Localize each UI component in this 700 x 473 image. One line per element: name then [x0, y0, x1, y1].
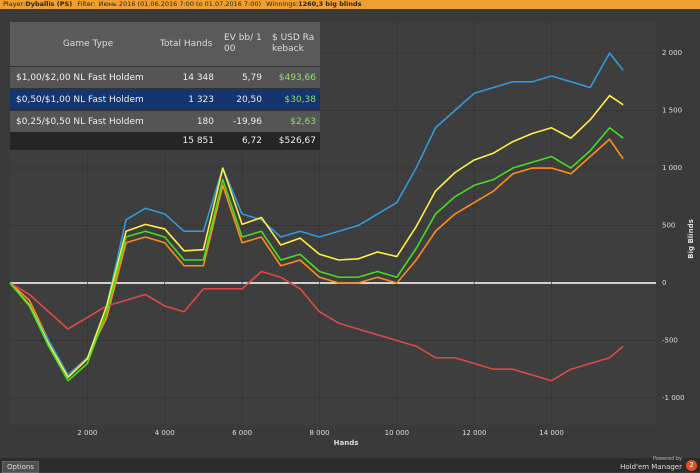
summary-table: Game Type Total Hands EV bb/ 100 $ USD R… — [10, 22, 320, 150]
product: Hold'em Manager — [620, 463, 682, 471]
table-row[interactable]: $1,00/$2,00 NL Fast Holdem 14 348 5,79 $… — [10, 66, 320, 88]
y-tick-label: 500 — [662, 222, 675, 230]
series-line — [9, 126, 624, 382]
powered-by: Powered by — [653, 456, 682, 462]
x-axis-label: Hands — [334, 439, 359, 447]
column-header[interactable]: Total Hands — [160, 38, 213, 49]
winnings: 1260,3 big blinds — [298, 0, 362, 8]
label: Filter: — [77, 0, 96, 8]
y-tick-label: 0 — [662, 279, 666, 287]
series-line — [9, 270, 624, 382]
column-header[interactable]: EV bb/ 100 — [224, 33, 262, 54]
x-tick-label: 2 000 — [77, 429, 97, 437]
cell: 14 348 — [182, 72, 215, 83]
column-header[interactable]: Game Type — [62, 38, 114, 49]
cell: 20,50 — [236, 94, 262, 105]
table-row[interactable]: $0,50/$1,00 NL Fast Holdem 1 323 20,50 $… — [10, 88, 320, 110]
cell: $526,67 — [278, 136, 316, 146]
x-tick-label: 14 000 — [539, 429, 564, 437]
totals-row: 15 851 6,72 $526,67 — [10, 132, 320, 150]
series-line — [9, 94, 624, 379]
cell: $2,63 — [290, 116, 316, 127]
x-tick-label: 12 000 — [462, 429, 487, 437]
cell: $30,38 — [284, 94, 317, 105]
options-button[interactable]: Options — [2, 461, 40, 473]
cell: $0,25/$0,50 NL Fast Holdem — [16, 116, 144, 127]
y-tick-label: -1 000 — [662, 394, 685, 402]
x-tick-label: 8 000 — [309, 429, 329, 437]
cell: $0,50/$1,00 NL Fast Holdem — [16, 94, 144, 105]
cell: 180 — [196, 116, 214, 127]
table-row[interactable]: $0,25/$0,50 NL Fast Holdem 180 -19,96 $2… — [10, 110, 320, 132]
cell: 6,72 — [241, 136, 262, 146]
y-axis-label: Big Blinds — [687, 219, 695, 258]
series-line — [9, 138, 624, 376]
x-tick-label: 4 000 — [155, 429, 175, 437]
y-tick-label: -500 — [662, 336, 678, 344]
x-tick-label: 10 000 — [385, 429, 410, 437]
y-tick-label: 2 000 — [662, 49, 682, 57]
player: Dyballis (PS) — [25, 0, 73, 8]
cell: 5,79 — [241, 72, 262, 83]
cell: $1,00/$2,00 NL Fast Holdem — [16, 72, 144, 83]
footer: Options Powered by Hold'em Manager 2 — [0, 455, 700, 473]
label: Player: — [3, 0, 26, 8]
x-tick-label: 6 000 — [232, 429, 252, 437]
cell: $493,66 — [278, 72, 316, 83]
cell: 1 323 — [188, 94, 214, 105]
y-tick-label: 1 000 — [662, 164, 682, 172]
status-bar: Player:Dyballis (PS) Filter: Июнь 2016 (0… — [0, 0, 700, 9]
filter: Июнь 2016 (01.06.2016 7:00 to 01.07.2016… — [98, 0, 262, 8]
version-badge: 2 — [686, 460, 697, 471]
column-header[interactable]: $ USD Rakeback — [272, 33, 315, 54]
cell: -19,96 — [232, 116, 262, 127]
label: Winnings: — [266, 0, 299, 8]
cell: 15 851 — [182, 136, 215, 146]
y-tick-label: 1 500 — [662, 107, 682, 115]
brand: Powered by Hold'em Manager — [620, 455, 682, 471]
table-header: Game Type Total Hands EV bb/ 100 $ USD R… — [10, 22, 320, 66]
series-line — [9, 52, 624, 376]
